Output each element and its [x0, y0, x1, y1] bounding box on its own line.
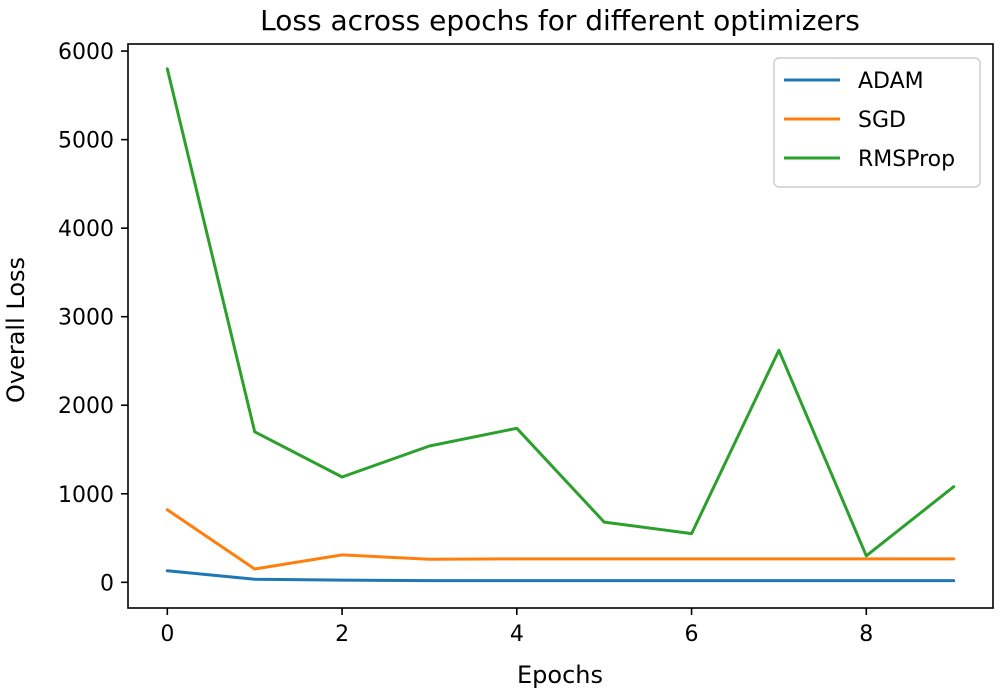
series-layer: [165, 67, 956, 583]
legend-label-adam: ADAM: [858, 69, 924, 94]
y-tick-label: 0: [100, 571, 114, 596]
legend-label-rmsprop: RMSProp: [858, 147, 955, 172]
x-tick-label: 2: [335, 622, 349, 647]
x-tick-label: 4: [510, 622, 524, 647]
legend-box: [773, 57, 981, 188]
x-tick-label: 0: [160, 622, 174, 647]
chart-title: Loss across epochs for different optimiz…: [260, 4, 860, 37]
y-tick-label: 3000: [58, 306, 114, 331]
series-line-adam: [165, 569, 956, 583]
x-axis-label: Epochs: [517, 661, 603, 689]
y-tick-label: 4000: [58, 217, 114, 242]
series-line-rmsprop: [165, 67, 956, 558]
x-tick-label: 6: [685, 622, 699, 647]
y-tick-label: 1000: [58, 483, 114, 508]
y-axis: 0 1000 2000 3000 4000 5000 6000: [58, 40, 128, 596]
y-tick-label: 2000: [58, 394, 114, 419]
x-tick-label: 8: [859, 622, 873, 647]
legend[interactable]: ADAM SGD RMSProp: [773, 57, 981, 188]
series-line-sgd: [165, 508, 956, 571]
y-tick-label: 6000: [58, 40, 114, 65]
y-axis-label: Overall Loss: [2, 257, 30, 403]
x-axis: 0 2 4 6 8: [160, 608, 873, 647]
y-tick-label: 5000: [58, 129, 114, 154]
legend-label-sgd: SGD: [858, 108, 906, 133]
